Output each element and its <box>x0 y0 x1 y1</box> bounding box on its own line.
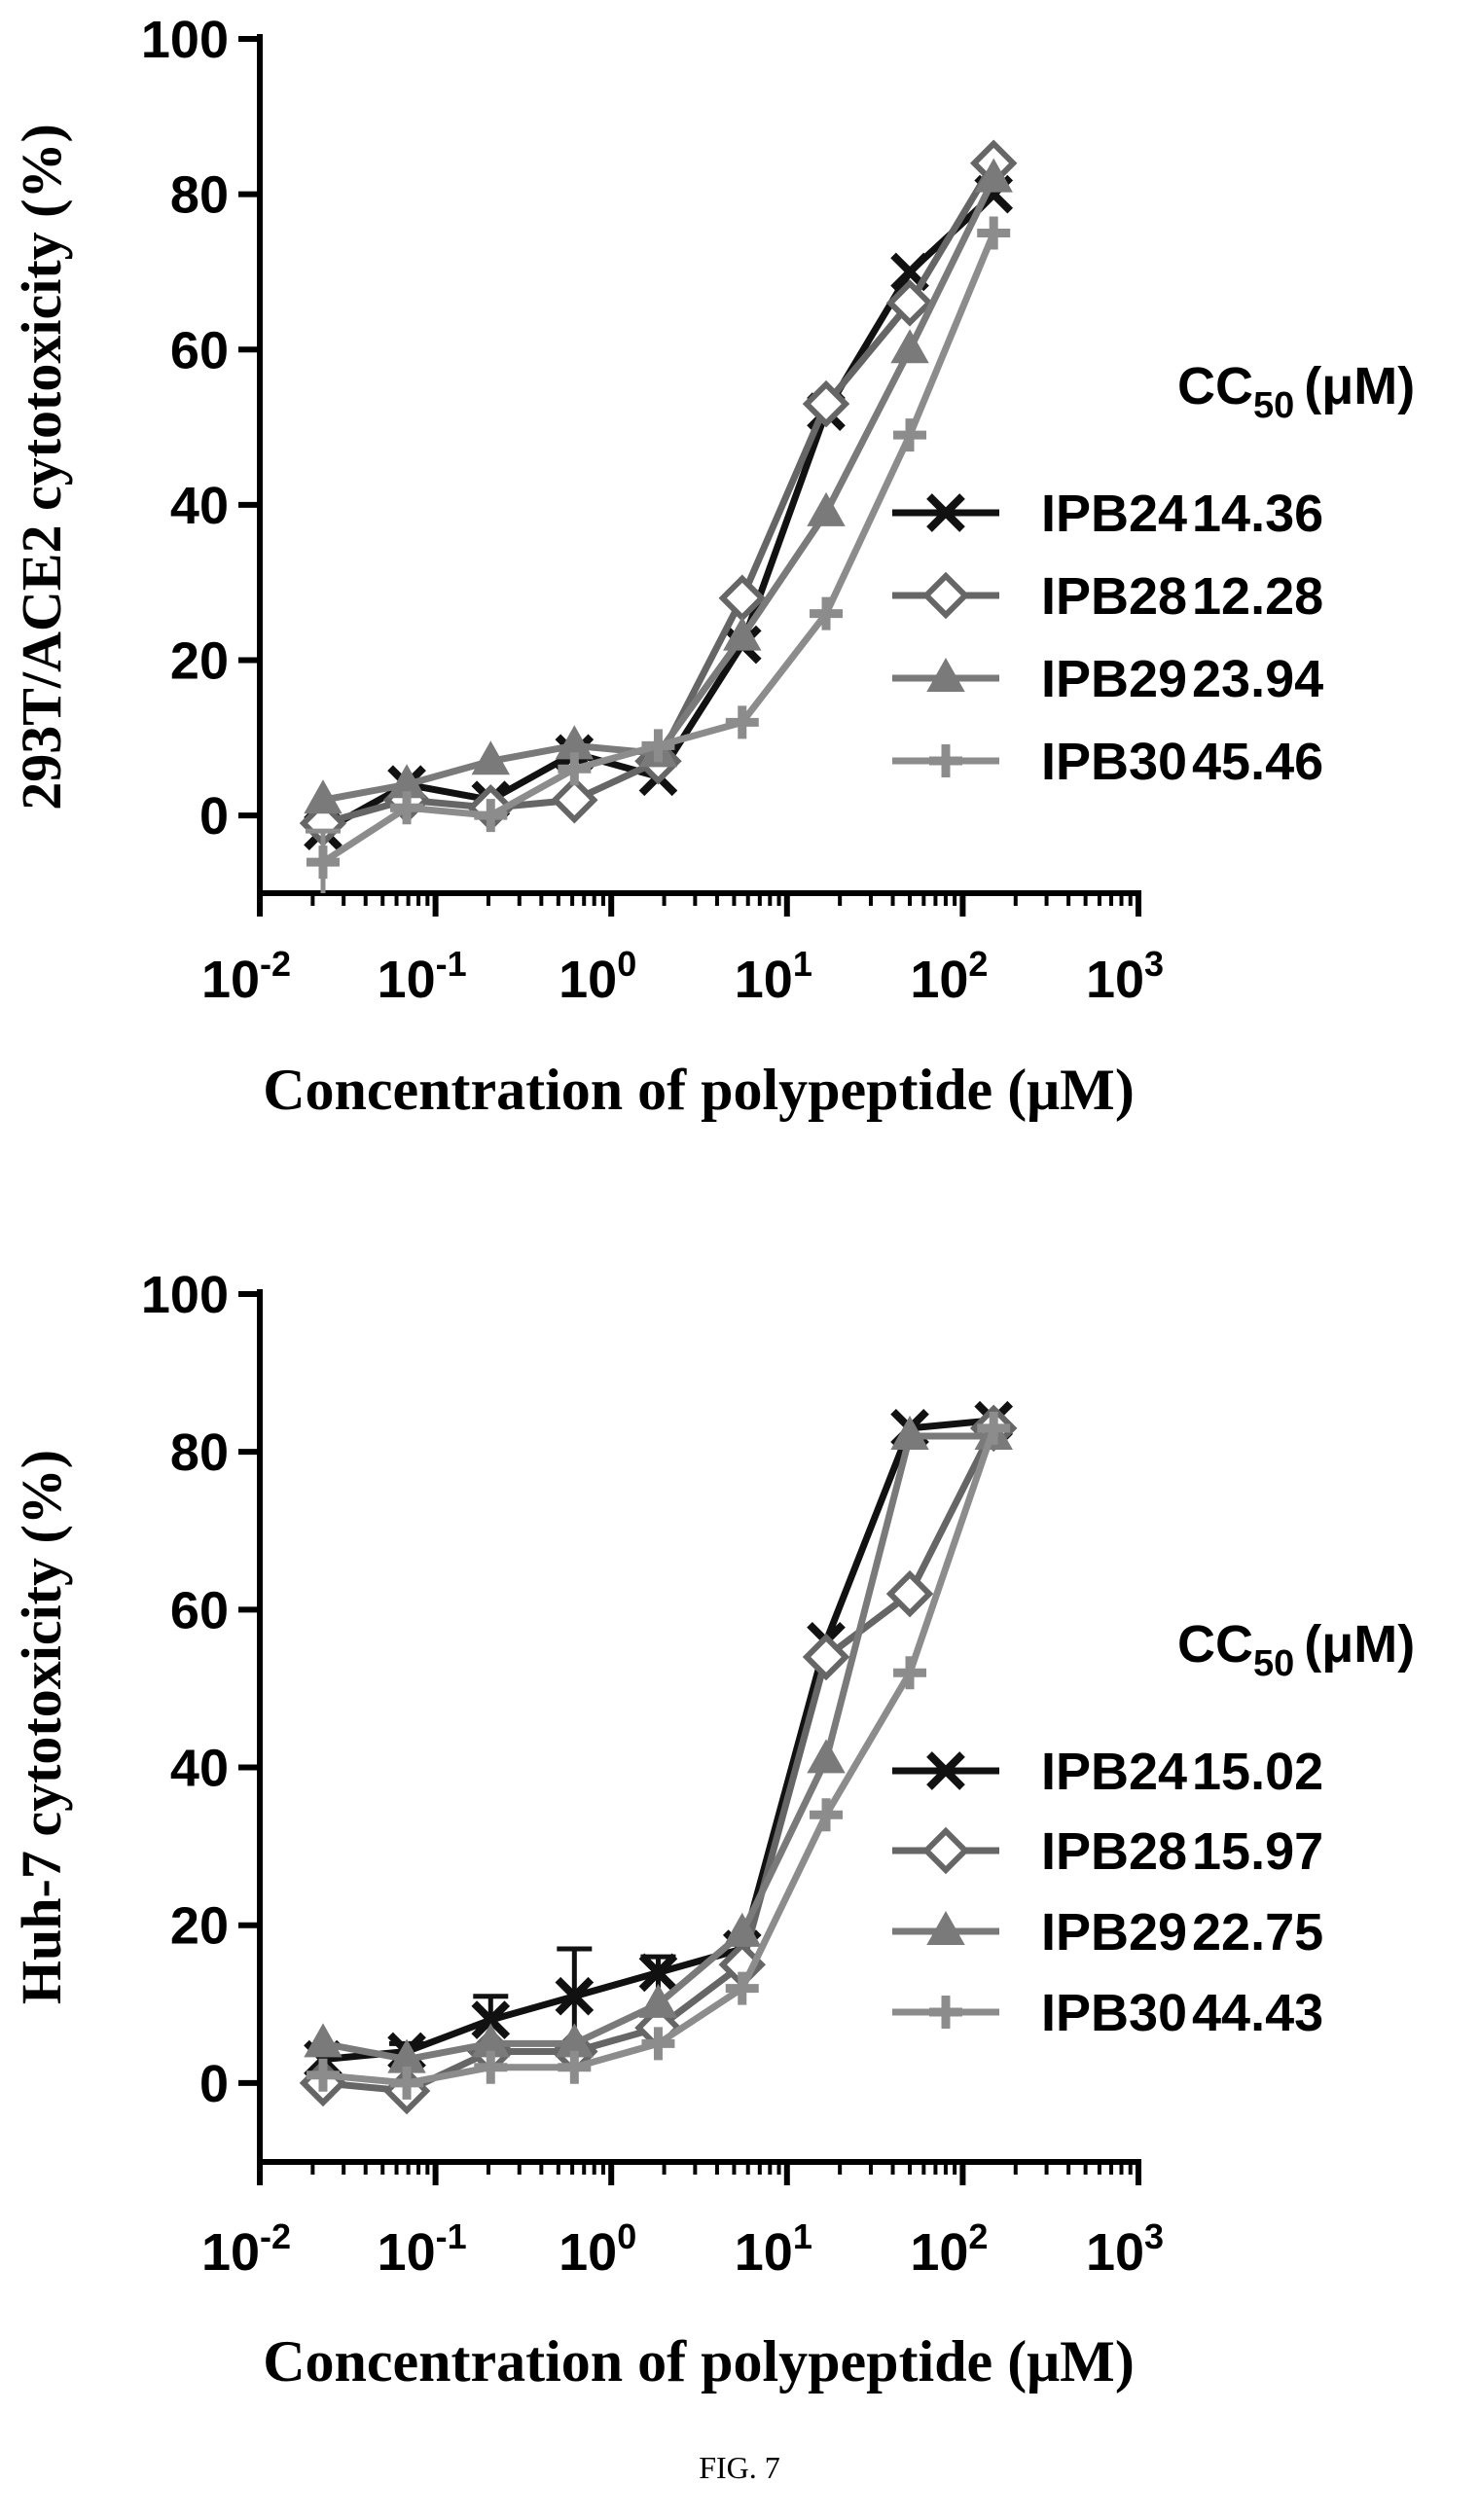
x-tick-label: 100 <box>559 2216 636 2282</box>
legend-cc50-value: 12.28 <box>1192 567 1323 626</box>
chart-panel-2: 0 20 40 60 80 100 10-2 10-1 100 101 102 103 Huh-7 cy… <box>10 1266 1415 2394</box>
legend-entry-IPB30: IPB30 45.46 <box>892 733 1323 791</box>
legend-series-name: IPB24 <box>1041 1743 1187 1801</box>
series-IPB30 <box>305 216 1011 893</box>
legend-marker-b <box>926 493 965 532</box>
legend-series-name: IPB28 <box>1041 1822 1187 1881</box>
legend-marker <box>926 1910 965 1945</box>
data-point <box>802 379 850 428</box>
legend-title: CC50 (μM) <box>1177 357 1415 426</box>
legend-cc50-value: 22.75 <box>1192 1903 1323 1962</box>
legend-cc50-value: 44.43 <box>1192 1984 1323 2042</box>
legend-cc50-value: 14.36 <box>1192 485 1323 543</box>
legend-marker <box>921 571 970 620</box>
data-point-b <box>890 252 929 292</box>
x-tick-label: 103 <box>1086 944 1164 1009</box>
figure-caption: FIG. 7 <box>699 2450 780 2485</box>
y-tick-label: 60 <box>170 321 229 379</box>
y-tick-label: 100 <box>141 1266 229 1324</box>
y-tick-label: 0 <box>199 787 229 846</box>
x-axis-title: Concentration of polypeptide (μM) <box>263 2329 1135 2394</box>
data-point <box>890 1415 929 1450</box>
legend-entry-IPB28: IPB28 12.28 <box>892 567 1323 626</box>
legend-marker-b <box>926 1751 965 1790</box>
y-axis-title: 293T/ACE2 cytotoxicity (%) <box>10 124 73 810</box>
y-tick-label: 20 <box>170 632 229 691</box>
data-point <box>638 1983 678 2018</box>
x-tick-label: 102 <box>910 944 988 1009</box>
legend-cc50-value: 45.46 <box>1192 733 1323 791</box>
x-axis-title: Concentration of polypeptide (μM) <box>263 1058 1135 1122</box>
data-point <box>885 279 934 327</box>
data-point <box>807 1739 846 1774</box>
legend-entry-IPB29: IPB29 22.75 <box>892 1903 1323 1962</box>
data-point <box>304 779 343 814</box>
y-tick-label: 100 <box>141 11 229 69</box>
legend-title: CC50 (μM) <box>1177 1615 1415 1684</box>
x-tick-label: 10-1 <box>378 2216 467 2282</box>
legend-cc50-value: 23.94 <box>1192 650 1323 708</box>
y-tick-label: 20 <box>170 1897 229 1956</box>
legend-series-name: IPB29 <box>1041 1903 1187 1962</box>
data-point <box>974 158 1013 193</box>
legend-cc50-value: 15.97 <box>1192 1822 1323 1881</box>
data-point-b <box>555 1976 595 2016</box>
x-tick-label: 10-2 <box>201 2216 291 2282</box>
data-point <box>807 491 846 526</box>
data-point <box>723 1912 762 1947</box>
legend-marker <box>921 1826 970 1875</box>
series-IPB30 <box>306 1411 1011 2100</box>
data-point <box>723 616 762 651</box>
series-line <box>322 177 997 804</box>
legend-marker <box>926 657 965 692</box>
legend-entry-IPB28: IPB28 15.97 <box>892 1822 1323 1881</box>
series-line <box>322 161 997 827</box>
x-tick-label: 10-2 <box>201 944 291 1009</box>
x-tick-label: 102 <box>910 2216 988 2282</box>
x-tick-label: 100 <box>559 944 636 1009</box>
data-point <box>471 740 510 775</box>
legend-series-name: IPB28 <box>1041 567 1187 626</box>
data-point-b <box>471 2000 511 2039</box>
data-point <box>885 1569 934 1618</box>
data-point <box>802 1633 850 1681</box>
y-tick-label: 0 <box>199 2055 229 2113</box>
data-point <box>304 2023 343 2058</box>
chart-panel-1: 0 20 40 60 80 100 10-2 10-1 100 101 102 103 293T/ACE… <box>10 11 1415 1122</box>
y-axis-title: Huh-7 cytotoxicity (%) <box>10 1450 73 2004</box>
series-IPB29 <box>304 158 1013 814</box>
y-tick-label: 40 <box>170 1740 229 1798</box>
y-tick-label: 80 <box>170 166 229 225</box>
legend-series-name: IPB29 <box>1041 650 1187 708</box>
legend-series-name: IPB30 <box>1041 1984 1187 2042</box>
data-point <box>890 329 929 364</box>
x-tick-label: 10-1 <box>378 944 467 1009</box>
legend-entry-IPB29: IPB29 23.94 <box>892 650 1323 708</box>
legend-entry-IPB30: IPB30 44.43 <box>892 1984 1323 2042</box>
legend-series-name: IPB24 <box>1041 485 1187 543</box>
x-tick-label: 103 <box>1086 2216 1164 2282</box>
legend-entry-IPB24: IPB24 15.02 <box>892 1743 1323 1801</box>
series-IPB29 <box>304 1415 1013 2073</box>
legend-series-name: IPB30 <box>1041 733 1187 791</box>
y-tick-label: 40 <box>170 477 229 535</box>
y-tick-label: 60 <box>170 1581 229 1639</box>
data-point <box>551 775 598 824</box>
data-point-b <box>638 1953 678 1993</box>
y-tick-label: 80 <box>170 1423 229 1482</box>
x-tick-label: 101 <box>735 944 812 1009</box>
x-tick-label: 101 <box>735 2216 812 2282</box>
legend-entry-IPB24: IPB24 14.36 <box>892 485 1323 543</box>
legend-cc50-value: 15.02 <box>1192 1743 1323 1801</box>
series-IPB24 <box>304 1400 1014 2079</box>
